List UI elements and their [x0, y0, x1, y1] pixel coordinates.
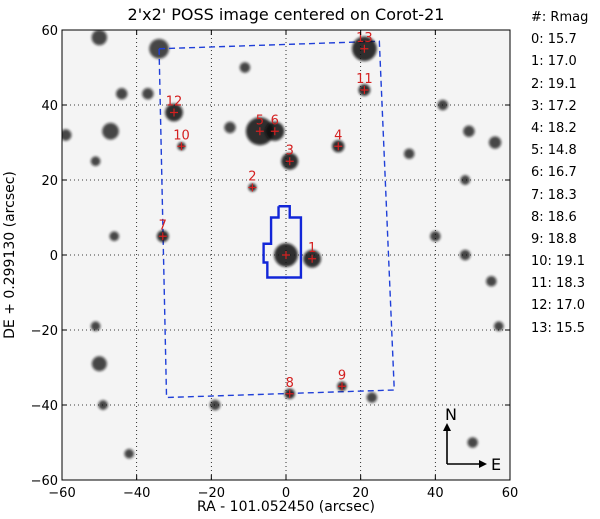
axis-ticks: −60 −40 −20 0 20 40 60 −60 −40 −20 0 20 40 60 [31, 24, 519, 501]
background-source [488, 136, 502, 149]
star-13-marker [360, 44, 369, 53]
star-2-marker [248, 183, 257, 192]
legend-entry-7: 7: 18.3 [531, 187, 577, 203]
background-source [463, 125, 475, 137]
y-tick-label: 0 [50, 249, 58, 264]
star-12-label: 12 [166, 95, 183, 110]
background-source [102, 122, 119, 140]
magnitude-legend: #: Rmag 0: 15.7 1: 17.0 2: 19.1 3: 17.2 4: 1… [531, 7, 589, 336]
y-axis-label: DE + 0.299130 (arcsec) [2, 171, 18, 339]
x-tick-label: −20 [198, 486, 225, 501]
background-source [90, 321, 101, 332]
star-6-label: 6 [271, 113, 279, 128]
background-source [98, 400, 108, 410]
background-source [91, 30, 108, 46]
background-source [224, 121, 236, 134]
x-tick-label: 40 [427, 486, 444, 501]
compass-north-head [443, 423, 451, 431]
background-source [366, 392, 378, 403]
background-sources [62, 30, 504, 459]
background-source [460, 175, 471, 185]
star-12-marker [170, 108, 178, 117]
star-11-label: 11 [356, 72, 373, 87]
star-7-marker [158, 232, 167, 241]
star-2-label: 2 [248, 170, 256, 185]
legend-entry-4: 4: 18.2 [531, 120, 577, 136]
y-tick-label: 20 [41, 174, 58, 189]
star-9-label: 9 [338, 368, 346, 383]
compass-north-label: N [445, 405, 457, 424]
star-6-marker [270, 127, 279, 136]
star-5-label: 5 [256, 113, 264, 128]
star-0-marker [282, 251, 290, 259]
star-1-marker [308, 254, 317, 263]
y-tick-label: −60 [31, 474, 58, 489]
y-tick-label: 60 [41, 24, 58, 39]
legend-entry-13: 13: 15.5 [531, 320, 585, 336]
background-source [467, 437, 478, 448]
legend-entry-5: 5: 14.8 [531, 143, 577, 159]
compass-east-head [479, 460, 487, 468]
legend-entry-8: 8: 18.6 [531, 209, 577, 225]
background-source [91, 356, 107, 372]
field-of-view-outline [158, 40, 395, 399]
legend-rows: 0: 15.7 1: 17.0 2: 19.1 3: 17.2 4: 18.2 5: 14… [531, 29, 588, 335]
background-source [90, 156, 101, 167]
chart-title: 2'x2' POSS image centered on Corot-21 [128, 5, 445, 24]
background-source [493, 321, 504, 332]
star-4-marker [334, 142, 343, 151]
y-tick-label: 40 [41, 99, 58, 114]
star-4-label: 4 [334, 128, 342, 143]
y-tick-label: −40 [31, 399, 58, 414]
background-source [62, 129, 72, 141]
legend-entry-12: 12: 17.0 [531, 298, 585, 314]
legend-entry-9: 9: 18.8 [531, 231, 577, 247]
legend-entry-1: 1: 17.0 [531, 54, 577, 70]
x-axis-label: RA - 101.052450 (arcsec) [197, 499, 375, 515]
x-tick-label: 20 [352, 486, 369, 501]
star-3-marker [285, 157, 294, 166]
legend-entry-11: 11: 18.3 [531, 276, 585, 292]
compass: N E [443, 405, 501, 474]
background-source [124, 448, 135, 459]
legend-entry-3: 3: 17.2 [531, 98, 577, 114]
legend-entry-6: 6: 16.7 [531, 165, 577, 181]
star-7-label: 7 [159, 218, 167, 233]
background-source [459, 249, 471, 261]
background-source [486, 275, 497, 287]
x-tick-label: −60 [48, 486, 75, 501]
star-11-marker [360, 86, 369, 94]
x-tick-label: 60 [502, 486, 519, 501]
background-source [403, 148, 415, 160]
background-source [142, 88, 154, 100]
star-10-marker [177, 142, 186, 151]
star-9-marker [338, 382, 346, 391]
star-8-marker [285, 389, 294, 398]
x-tick-label: 0 [282, 486, 290, 501]
background-source [239, 62, 251, 73]
background-source [430, 230, 441, 242]
star-13-label: 13 [356, 31, 373, 46]
photometric-aperture [262, 205, 303, 279]
x-tick-label: −40 [123, 486, 150, 501]
background-source [109, 231, 120, 242]
legend-entry-2: 2: 19.1 [531, 76, 577, 92]
y-tick-label: −20 [31, 324, 58, 339]
star-8-label: 8 [286, 376, 294, 391]
legend-header: #: Rmag [531, 10, 589, 25]
star-1-label: 1 [308, 241, 316, 256]
star-5-marker [255, 127, 264, 136]
star-10-label: 10 [173, 128, 190, 143]
star-3-label: 3 [286, 143, 294, 158]
background-source [116, 88, 128, 100]
background-source [209, 399, 221, 411]
compass-east-label: E [491, 455, 501, 474]
legend-entry-0: 0: 15.7 [531, 32, 577, 48]
legend-entry-10: 10: 19.1 [531, 254, 585, 270]
